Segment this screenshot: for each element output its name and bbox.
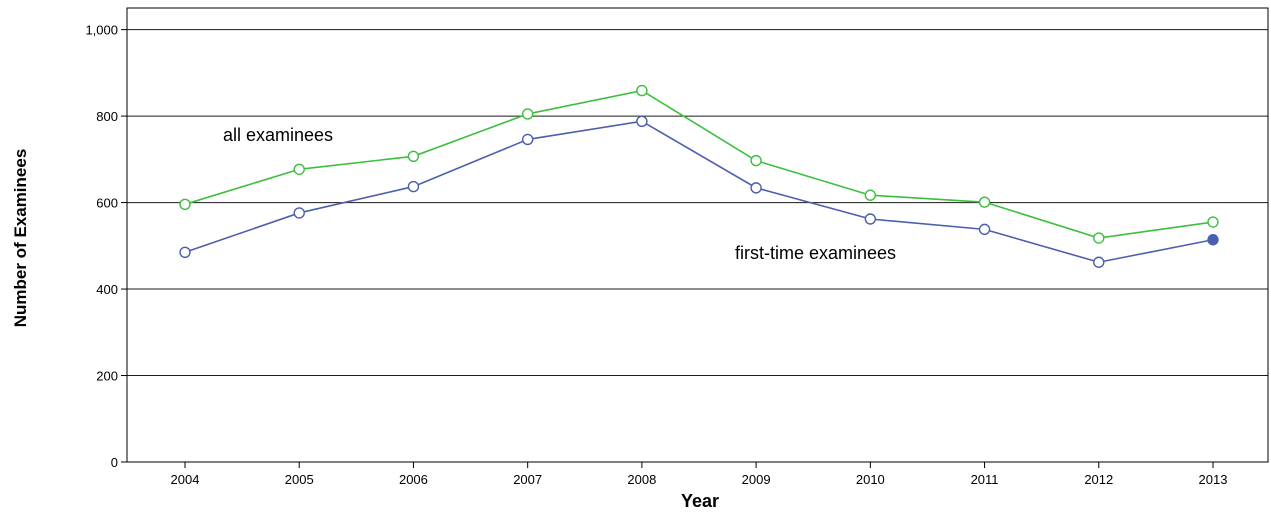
data-point [293,163,305,175]
series-line-0 [184,89,1214,239]
data-point [521,133,534,146]
x-tick-label: 2004 [171,472,200,487]
x-tick-label: 2012 [1084,472,1113,487]
y-tick-label: 600 [96,196,118,211]
data-point [750,154,762,167]
series-annotation: all examinees [223,125,333,145]
data-point [179,246,191,258]
axes: 0 200 400 600 800 1,000 2004 2005 2006 2007 2008 20… [85,7,1269,487]
data-point [1093,232,1105,244]
data-point [978,223,991,236]
x-tick-label: 2013 [1199,472,1228,487]
y-tick-label: 1,000 [85,23,118,38]
x-tick-label: 2005 [285,472,314,487]
y-tick-label: 0 [111,455,118,470]
series-annotation: first-time examinees [735,243,896,263]
y-tick-label: 800 [96,109,118,124]
data-point [750,182,762,194]
x-tick-label: 2009 [742,472,771,487]
data-point [407,150,420,163]
data-point [1093,256,1105,268]
x-tick-label: 2007 [513,472,542,487]
data-point [293,207,305,219]
y-tick-label: 200 [96,369,118,384]
labels: all examinees first-time examinees [223,125,896,263]
y-tick-label: 400 [96,282,118,297]
data-point [864,189,877,201]
x-tick-label: 2008 [627,472,656,487]
x-axis-title: Year [681,491,719,511]
y-axis-title: Number of Examinees [11,149,30,328]
data-point [978,196,991,208]
series-lines [179,84,1219,268]
data-point [636,84,648,97]
data-point [864,213,877,225]
plot-frame [126,7,1269,463]
data-point [1207,216,1219,228]
series-line-1 [184,120,1214,264]
data-point [179,198,191,211]
x-tick-label: 2011 [971,472,999,487]
data-point [636,115,648,127]
x-tick-label: 2006 [399,472,428,487]
gridlines [127,29,1268,377]
x-tick-label: 2010 [856,472,885,487]
data-point [521,108,534,120]
data-point [1207,234,1219,246]
data-point [407,180,420,193]
